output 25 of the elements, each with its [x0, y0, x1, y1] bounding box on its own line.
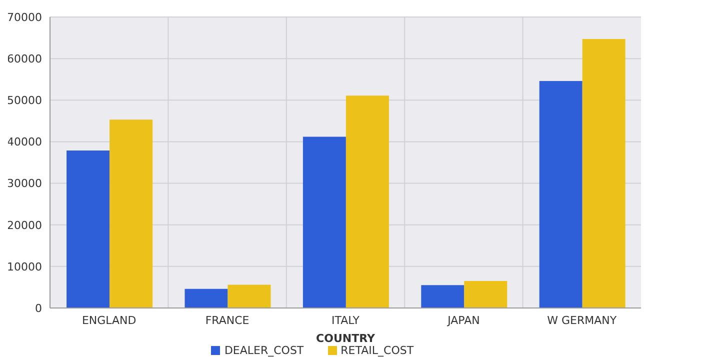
- y-tick-label: 20000: [7, 218, 42, 232]
- y-tick-label: 70000: [7, 10, 42, 24]
- x-axis-title: COUNTRY: [316, 332, 376, 345]
- bar: [184, 288, 228, 308]
- bar: [346, 96, 389, 308]
- bar: [110, 120, 153, 308]
- x-tick-label: ENGLAND: [82, 314, 136, 327]
- legend-label: RETAIL_COST: [340, 344, 414, 357]
- y-tick-label: 0: [35, 302, 42, 315]
- y-tick-label: 60000: [7, 52, 42, 66]
- bar: [228, 284, 271, 308]
- y-tick-label: 10000: [7, 260, 42, 274]
- bar: [464, 280, 508, 308]
- legend-label: DEALER_COST: [224, 344, 304, 357]
- x-tick-label: W GERMANY: [547, 314, 617, 327]
- bar: [421, 285, 464, 308]
- y-tick-label: 30000: [7, 177, 42, 190]
- x-tick-label: FRANCE: [205, 314, 250, 327]
- x-tick-label: JAPAN: [446, 314, 480, 327]
- bar: [66, 150, 110, 308]
- x-tick-label: ITALY: [331, 314, 360, 327]
- bar: [582, 39, 626, 308]
- bar: [302, 136, 346, 308]
- bar: [539, 81, 582, 308]
- y-tick-label: 50000: [7, 94, 42, 108]
